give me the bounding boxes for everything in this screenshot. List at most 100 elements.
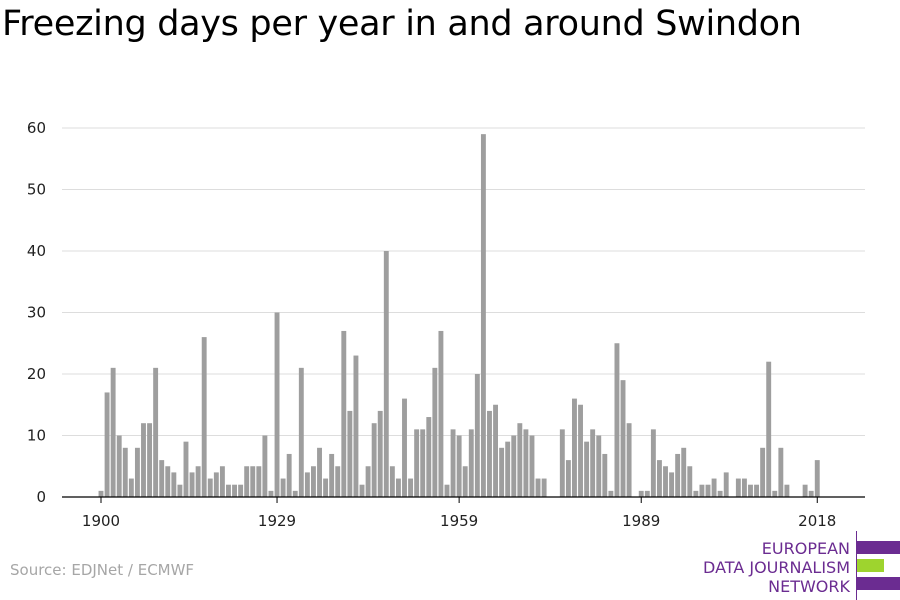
y-tick-label-20: 20 bbox=[27, 365, 46, 383]
bar-1914 bbox=[183, 441, 189, 497]
x-tick-label-1959: 1959 bbox=[440, 512, 478, 530]
bar-1996 bbox=[681, 447, 687, 497]
bar-1949 bbox=[395, 478, 401, 497]
bar-1906 bbox=[134, 447, 140, 497]
bar-1947 bbox=[383, 251, 389, 497]
bar-1952 bbox=[414, 429, 420, 497]
bar-1937 bbox=[323, 478, 329, 497]
x-tick-label-1989: 1989 bbox=[622, 512, 660, 530]
bar-1966 bbox=[499, 447, 505, 497]
bar-1909 bbox=[153, 367, 159, 497]
y-tick-label-30: 30 bbox=[27, 304, 46, 322]
bar-1953 bbox=[420, 429, 426, 497]
gridlines bbox=[62, 127, 865, 436]
bar-1918 bbox=[207, 478, 213, 497]
bar-1986 bbox=[620, 380, 626, 497]
bar-1922 bbox=[232, 484, 237, 497]
bar-1920 bbox=[219, 466, 225, 497]
bar-1941 bbox=[347, 410, 353, 497]
bar-1977 bbox=[565, 460, 571, 497]
x-axis-ticks: 1900 1929 1959 1989 2018 bbox=[82, 497, 836, 530]
bar-1935 bbox=[311, 466, 316, 497]
y-tick-label-40: 40 bbox=[27, 242, 46, 260]
y-tick-label-10: 10 bbox=[27, 427, 46, 445]
bar-1902 bbox=[110, 367, 116, 497]
bar-2003 bbox=[723, 472, 729, 497]
y-axis-labels: 0 10 20 30 40 50 60 bbox=[27, 119, 46, 506]
bar-1940 bbox=[341, 330, 347, 497]
bar-1979 bbox=[578, 404, 583, 497]
chart-title: Freezing days per year in and around Swi… bbox=[2, 4, 802, 44]
bar-1938 bbox=[329, 453, 335, 497]
bars bbox=[98, 134, 820, 497]
bar-2001 bbox=[711, 478, 717, 497]
bar-1951 bbox=[408, 478, 414, 497]
bar-1973 bbox=[541, 478, 547, 497]
bar-2018 bbox=[814, 460, 820, 497]
bar-1915 bbox=[189, 472, 195, 497]
bar-2013 bbox=[784, 484, 790, 497]
bar-1976 bbox=[559, 429, 565, 497]
bar-1972 bbox=[535, 478, 541, 497]
bar-1927 bbox=[262, 435, 268, 497]
bar-2010 bbox=[766, 361, 772, 497]
logo-line-2: DATA JOURNALISM bbox=[703, 558, 850, 577]
bar-1967 bbox=[505, 441, 511, 497]
bar-1963 bbox=[480, 134, 486, 497]
bar-1968 bbox=[511, 435, 517, 497]
bar-1900 bbox=[98, 490, 104, 497]
bar-1903 bbox=[116, 435, 122, 497]
bar-1924 bbox=[244, 466, 250, 497]
bar-1936 bbox=[317, 447, 322, 497]
bar-1944 bbox=[365, 466, 371, 497]
bar-2000 bbox=[705, 484, 711, 497]
bar-1926 bbox=[256, 466, 262, 497]
bar-1998 bbox=[693, 490, 699, 497]
logo-bar-green bbox=[857, 559, 884, 572]
bar-1982 bbox=[596, 435, 602, 497]
bar-1978 bbox=[572, 398, 577, 497]
bar-2006 bbox=[741, 478, 747, 497]
bar-1919 bbox=[213, 472, 219, 497]
bar-1943 bbox=[359, 484, 365, 497]
bar-1930 bbox=[280, 478, 286, 497]
bar-1948 bbox=[389, 466, 395, 497]
y-tick-label-50: 50 bbox=[27, 181, 46, 199]
bar-1912 bbox=[171, 472, 177, 497]
bar-1954 bbox=[426, 417, 432, 497]
bar-1932 bbox=[292, 490, 298, 497]
bar-1964 bbox=[487, 410, 492, 497]
bar-1904 bbox=[122, 447, 128, 497]
logo-bar-purple-top bbox=[857, 541, 900, 554]
source-note: Source: EDJNet / ECMWF bbox=[10, 561, 195, 579]
bar-1928 bbox=[268, 490, 274, 497]
bar-1939 bbox=[335, 466, 341, 497]
bar-2012 bbox=[778, 447, 784, 497]
bar-1987 bbox=[626, 423, 632, 497]
bar-1913 bbox=[177, 484, 183, 497]
bar-1989 bbox=[638, 490, 644, 497]
bar-1934 bbox=[304, 472, 310, 497]
bar-1955 bbox=[432, 367, 438, 497]
bar-1961 bbox=[468, 429, 474, 497]
bar-1931 bbox=[286, 453, 292, 497]
y-tick-label-60: 60 bbox=[27, 119, 46, 137]
bar-1993 bbox=[663, 466, 668, 497]
bar-1925 bbox=[250, 466, 256, 497]
bar-1997 bbox=[687, 466, 693, 497]
logo-bar-purple-bottom bbox=[857, 577, 900, 590]
y-tick-label-0: 0 bbox=[36, 488, 46, 506]
bar-1960 bbox=[462, 466, 468, 497]
bar-2016 bbox=[802, 484, 808, 497]
bar-1999 bbox=[699, 484, 705, 497]
bar-2011 bbox=[772, 490, 778, 497]
logo-line-3: NETWORK bbox=[768, 577, 850, 596]
bar-1950 bbox=[402, 398, 407, 497]
bar-1980 bbox=[584, 441, 590, 497]
bar-2005 bbox=[735, 478, 741, 497]
bar-1981 bbox=[590, 429, 596, 497]
bar-1992 bbox=[656, 460, 662, 497]
bar-1910 bbox=[159, 460, 165, 497]
bar-1933 bbox=[298, 367, 304, 497]
edjnet-logo: EUROPEAN DATA JOURNALISM NETWORK bbox=[700, 531, 900, 600]
